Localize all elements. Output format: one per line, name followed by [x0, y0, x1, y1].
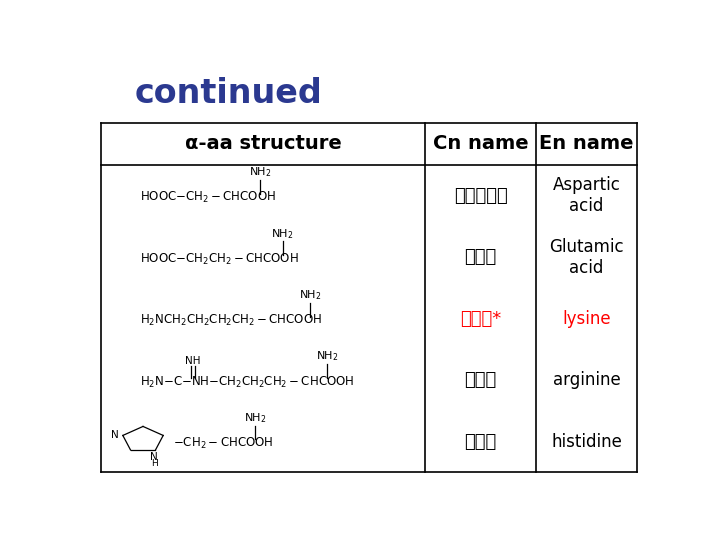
Text: NH$_2$: NH$_2$	[249, 165, 271, 179]
Text: En name: En name	[539, 134, 634, 153]
Text: H$_2$N$-$C$-$NH$-$CH$_2$CH$_2$CH$_2-$CHCOOH: H$_2$N$-$C$-$NH$-$CH$_2$CH$_2$CH$_2-$CHC…	[140, 375, 354, 390]
Text: NH$_2$: NH$_2$	[316, 349, 338, 363]
Text: N: N	[150, 452, 158, 462]
Text: HOOC$-$CH$_2$CH$_2-$CHCOOH: HOOC$-$CH$_2$CH$_2-$CHCOOH	[140, 252, 299, 267]
Text: NH$_2$: NH$_2$	[271, 227, 294, 240]
Text: α-aa structure: α-aa structure	[184, 134, 341, 153]
Text: 天门岬氨酸: 天门岬氨酸	[454, 187, 508, 205]
Text: arginine: arginine	[553, 371, 621, 389]
Text: continued: continued	[135, 77, 323, 110]
Text: lysine: lysine	[562, 309, 611, 328]
Text: $-$CH$_2-$CHCOOH: $-$CH$_2-$CHCOOH	[173, 436, 273, 451]
Text: NH: NH	[186, 355, 201, 366]
Text: H$_2$NCH$_2$CH$_2$CH$_2$CH$_2-$CHCOOH: H$_2$NCH$_2$CH$_2$CH$_2$CH$_2-$CHCOOH	[140, 313, 323, 328]
Text: 谷氨酸: 谷氨酸	[464, 248, 497, 266]
Text: N: N	[111, 430, 118, 441]
Text: NH$_2$: NH$_2$	[244, 411, 266, 425]
Text: HOOC$-$CH$_2-$CHCOOH: HOOC$-$CH$_2-$CHCOOH	[140, 190, 276, 205]
Text: NH$_2$: NH$_2$	[299, 288, 322, 302]
Text: Aspartic
acid: Aspartic acid	[553, 176, 621, 215]
Text: 精氨酸: 精氨酸	[464, 371, 497, 389]
Text: Cn name: Cn name	[433, 134, 528, 153]
Text: histidine: histidine	[552, 433, 622, 450]
Text: H: H	[151, 459, 158, 468]
Text: 赖氨酸*: 赖氨酸*	[460, 309, 501, 328]
Text: 组氨酸: 组氨酸	[464, 433, 497, 450]
Text: Glutamic
acid: Glutamic acid	[549, 238, 624, 276]
